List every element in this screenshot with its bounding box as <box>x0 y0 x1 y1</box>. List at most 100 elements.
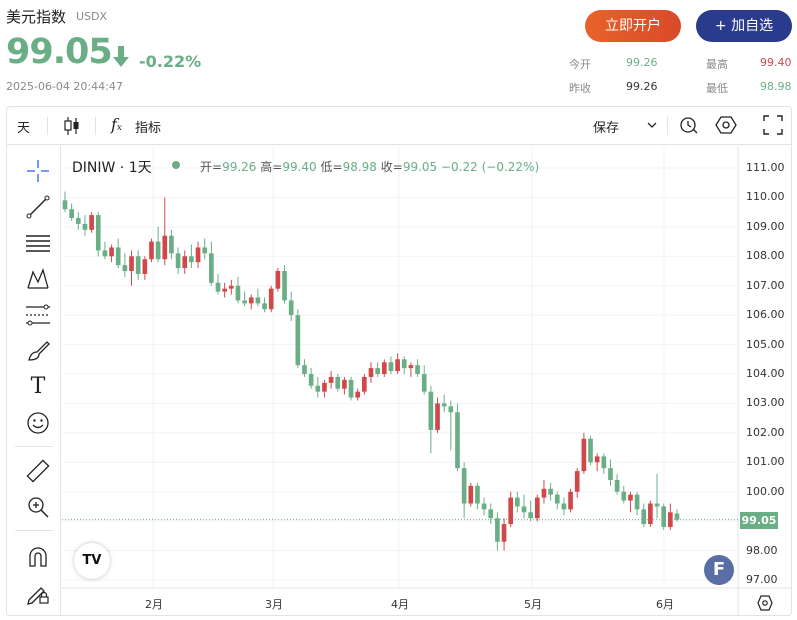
toolbar-divider <box>667 117 668 135</box>
add-watchlist-button[interactable]: + 加自选 <box>696 10 792 42</box>
candle-body <box>408 365 414 369</box>
fib-retracement-icon[interactable] <box>25 302 51 328</box>
toolbar-divider <box>15 446 53 447</box>
brush-icon[interactable] <box>25 338 51 364</box>
axis-settings-icon[interactable] <box>757 595 773 611</box>
candle-body <box>614 479 620 492</box>
candle-body <box>262 303 267 310</box>
candle-body <box>661 506 667 528</box>
candle-body <box>182 256 188 269</box>
market-status-dot <box>172 161 180 169</box>
candle-body <box>355 391 361 398</box>
y-tick-label: 101.00 <box>746 455 785 469</box>
candle-body <box>75 218 81 224</box>
candle-body <box>335 376 341 389</box>
text-tool-icon[interactable]: T <box>30 374 46 399</box>
candle-body <box>495 518 500 542</box>
candle-body <box>588 438 593 463</box>
indicators-button[interactable]: 指标 <box>135 121 162 136</box>
candle-body <box>415 365 420 374</box>
candle-body <box>142 259 148 274</box>
candle-body <box>242 300 247 304</box>
y-tick-label: 111.00 <box>746 161 785 174</box>
candle-body <box>155 241 161 260</box>
candle-body <box>89 215 94 230</box>
trend-line-icon[interactable] <box>25 194 51 220</box>
lock-drawing-icon[interactable] <box>25 580 51 606</box>
prev-close-label: 昨收 <box>569 82 591 95</box>
timestamp: 2025-06-04 20:44:47 <box>6 80 123 93</box>
candlestick-icon[interactable] <box>63 116 81 136</box>
fullscreen-icon[interactable] <box>763 115 783 135</box>
x-tick-label: 3月 <box>265 598 283 611</box>
candle-body <box>129 256 134 271</box>
magnet-icon[interactable] <box>25 544 51 570</box>
horizontal-lines-icon[interactable] <box>25 230 51 256</box>
candle-body <box>109 247 114 257</box>
y-tick-label: 105.00 <box>746 337 785 351</box>
candle-body <box>634 494 640 510</box>
candle-body <box>461 468 467 504</box>
candle-body <box>195 247 201 263</box>
legend-symbol: DINIW · 1天 <box>72 160 152 176</box>
brand-logo[interactable]: F <box>704 555 734 585</box>
legend-close-label: 收= <box>380 160 403 174</box>
candle-body <box>648 503 653 525</box>
legend-high: 99.40 <box>282 160 317 174</box>
candle-body <box>122 265 128 271</box>
emoji-icon[interactable] <box>25 410 51 436</box>
save-button[interactable]: 保存 <box>593 121 620 136</box>
tradingview-logo[interactable]: TV <box>74 543 110 579</box>
legend-low-label: 低= <box>320 160 343 174</box>
candle-body <box>534 497 540 519</box>
candle-body <box>282 271 287 301</box>
candle-body <box>362 376 367 392</box>
candle-body <box>348 379 354 398</box>
pattern-icon[interactable] <box>25 266 51 292</box>
candle-body <box>435 403 440 430</box>
candle-body <box>169 235 174 254</box>
candle-body <box>95 215 101 251</box>
zoom-in-icon[interactable] <box>25 494 51 520</box>
settings-icon[interactable] <box>715 115 737 135</box>
candle-body <box>302 365 307 374</box>
candle-body <box>548 488 553 495</box>
legend-high-label: 高= <box>260 160 283 174</box>
price-chart[interactable] <box>62 146 791 615</box>
candle-body <box>541 488 547 498</box>
y-tick-label: 102.00 <box>746 425 785 439</box>
candle-body <box>521 506 527 513</box>
alert-clock-icon[interactable] <box>679 115 699 135</box>
ruler-icon[interactable] <box>25 458 51 484</box>
candle-body <box>268 288 274 310</box>
change-percent: -0.22% <box>139 52 202 71</box>
current-price-tag: 99.05 <box>740 512 778 529</box>
candle-body <box>235 285 241 301</box>
toolbar-divider <box>95 117 96 135</box>
candle-body <box>448 406 454 413</box>
candle-body <box>175 253 181 269</box>
candle-body <box>315 385 321 392</box>
candle-body <box>488 509 494 519</box>
legend-close: 99.05 <box>402 160 438 174</box>
candle-body <box>202 247 208 254</box>
candle-body <box>621 491 627 501</box>
x-tick-label: 4月 <box>391 598 409 611</box>
y-tick-label: 97.00 <box>746 573 778 586</box>
open-account-button[interactable]: 立即开户 <box>585 10 681 42</box>
high-label: 最高 <box>706 58 728 71</box>
open-label: 今开 <box>569 58 591 71</box>
candle-body <box>401 359 407 369</box>
x-tick-label: 6月 <box>656 598 674 611</box>
function-icon[interactable]: fx <box>111 115 122 134</box>
y-tick-label: 103.00 <box>746 396 785 410</box>
interval-button[interactable]: 天 <box>17 121 31 136</box>
candle-body <box>508 497 514 525</box>
chevron-down-icon[interactable] <box>647 121 657 129</box>
candle-body <box>228 285 234 289</box>
candle-body <box>441 403 447 407</box>
candle-body <box>475 485 480 504</box>
candle-body <box>342 379 347 389</box>
candle-body <box>668 512 673 528</box>
crosshair-icon[interactable] <box>25 158 51 184</box>
